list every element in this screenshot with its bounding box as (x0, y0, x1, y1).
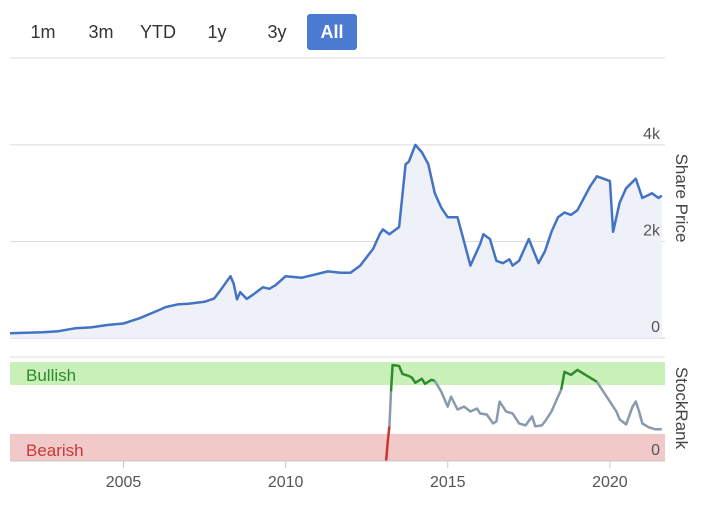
stockrank-line-segment (389, 363, 436, 392)
share-price-axis-label: Share Price (672, 154, 691, 243)
x-tick-label: 2020 (592, 474, 628, 491)
share-price-panel: 4k 2k 0 Share Price (9, 57, 691, 339)
x-tick-label: 2015 (430, 474, 466, 491)
stockrank-line-segment (595, 381, 662, 431)
range-all-button[interactable]: All (307, 14, 357, 50)
bearish-zone (10, 434, 665, 461)
x-tick-label: 2005 (106, 474, 142, 491)
stockrank-line-segment (384, 426, 391, 462)
bullish-label: Bullish (26, 366, 76, 385)
stockrank-zero-tick: 0 (651, 442, 660, 459)
price-tick-label: 2k (643, 222, 661, 239)
price-tick-label: 4k (643, 126, 661, 143)
bearish-label: Bearish (26, 441, 84, 460)
x-tick-label: 2010 (268, 474, 304, 491)
range-ytd-button[interactable]: YTD (140, 22, 176, 42)
stockrank-line-segment (559, 368, 598, 390)
stockrank-line-segment (388, 391, 393, 427)
stockrank-axis-label: StockRank (672, 367, 691, 450)
range-3y-button[interactable]: 3y (267, 22, 287, 42)
range-3m-button[interactable]: 3m (88, 22, 114, 42)
range-1y-button[interactable]: 1y (207, 22, 227, 42)
price-line (9, 143, 663, 335)
stockrank-line-segment (433, 380, 563, 428)
price-area-fill (10, 144, 662, 338)
stockrank-panel: Bullish Bearish 0 StockRank (10, 356, 691, 462)
price-tick-label: 0 (651, 319, 660, 336)
bullish-zone (10, 362, 665, 385)
range-1m-button[interactable]: 1m (30, 22, 56, 42)
